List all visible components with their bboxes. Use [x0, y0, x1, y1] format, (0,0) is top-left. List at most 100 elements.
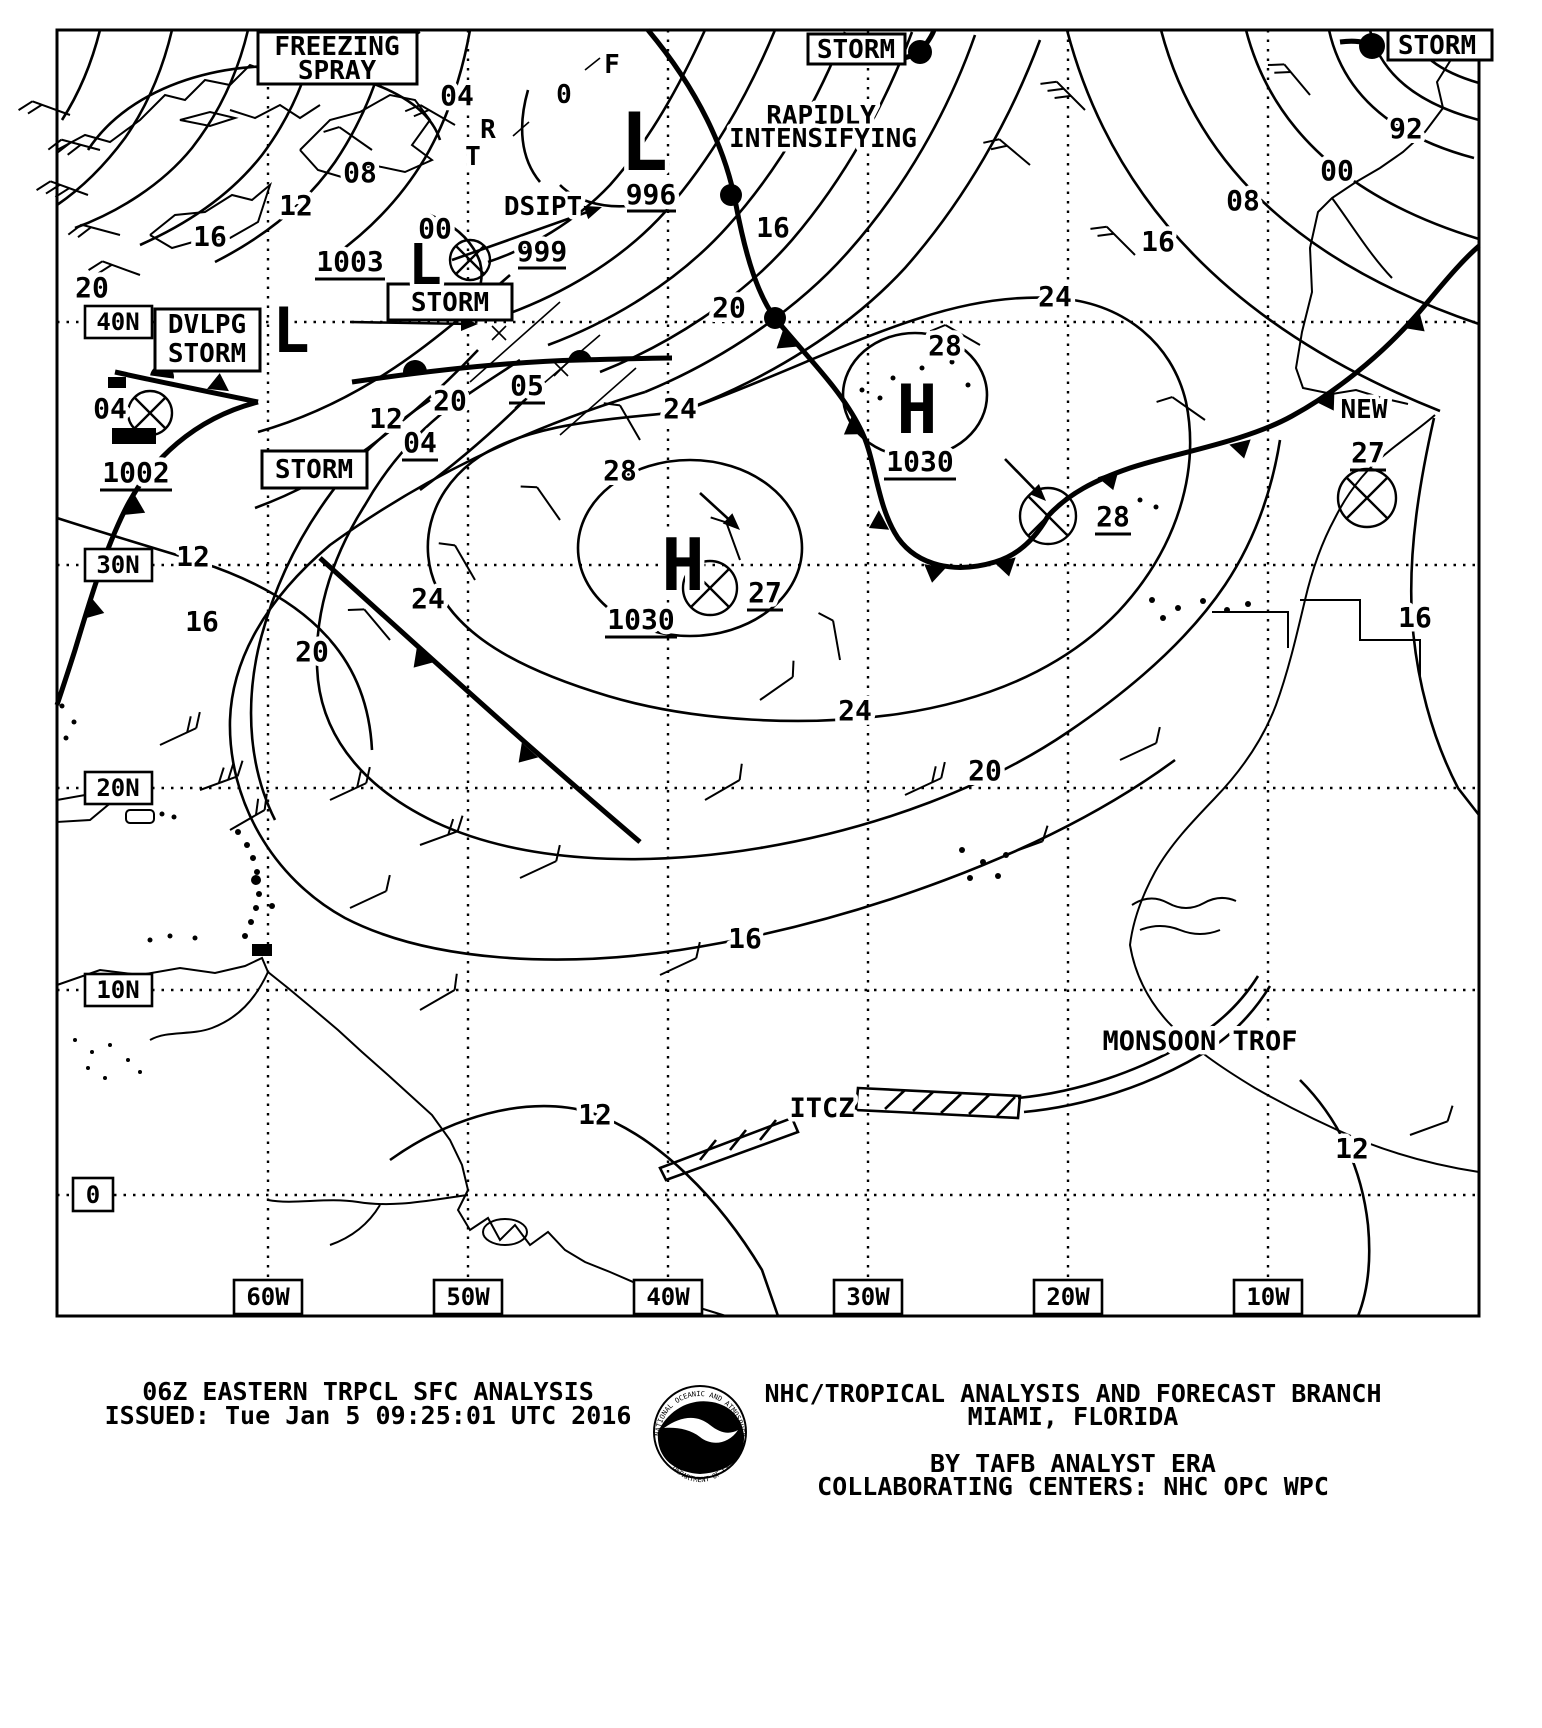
wind-barb-icon	[1089, 218, 1136, 266]
island-dot	[103, 1076, 107, 1080]
wind-barb-icon	[412, 972, 465, 1011]
front-triangle-icon	[1229, 439, 1255, 462]
coastline-path	[1300, 599, 1421, 680]
freezing-spray-box	[256, 30, 419, 86]
noaa-logo-text: NOAA	[683, 1455, 717, 1471]
annotation-boxes: FREEZING SPRAY STORM STORM STORM STORM D…	[153, 28, 1494, 490]
isobar-label: 12	[578, 1098, 612, 1131]
lon-label-20w: 20W	[1046, 1283, 1090, 1311]
coastline-path	[329, 1204, 381, 1246]
analyst-credit: BY TAFB ANALYST ERA	[930, 1449, 1216, 1478]
isobar-path	[520, 89, 541, 183]
cold-front-path	[646, 28, 1481, 570]
isobar-path	[644, 34, 977, 394]
coastline-path	[1131, 897, 1237, 909]
island-dot	[250, 855, 256, 861]
itcz-monsoon	[658, 975, 1272, 1182]
island-dot-canary	[1160, 615, 1166, 621]
coastline-path	[1212, 611, 1289, 648]
dvlpg-storm-box	[153, 307, 262, 373]
rapidly-intensifying-label: RAPIDLY	[766, 101, 876, 131]
wind-barb-icon	[67, 221, 121, 249]
storm-box	[386, 282, 514, 322]
dsipt-label: DSIPT	[504, 192, 582, 222]
coastline-path	[1294, 39, 1480, 405]
isobar-label: 16	[1141, 225, 1175, 258]
isobar-path	[74, 29, 250, 230]
pressure-centers: L 996 L 999 L 1003 1002 04 H 1030 H 1030…	[89, 92, 1390, 641]
storm-box	[806, 32, 907, 66]
low-symbol: L	[272, 294, 309, 367]
island-dot-madeira	[1137, 497, 1143, 503]
island-dot	[269, 903, 275, 909]
low-pressure-value: 1002	[102, 456, 169, 489]
low-pressure-value: 996	[626, 178, 677, 211]
monsoon-trough-line	[1017, 975, 1260, 1100]
island-dot	[159, 811, 165, 817]
isobar-label: 04	[440, 79, 474, 112]
island-puerto-rico	[125, 809, 155, 824]
wind-barb-icon	[519, 478, 561, 529]
storm-label: STORM	[275, 455, 353, 485]
island-dot-azores	[919, 365, 925, 371]
front-triangle-icon	[1315, 390, 1344, 417]
letter-label: R	[480, 115, 496, 145]
circle-x-icon	[681, 559, 739, 617]
wind-barb-icon	[982, 131, 1031, 176]
trough-line	[512, 121, 530, 137]
pressure-aux-value: 04	[403, 426, 437, 459]
cold-front-path	[318, 556, 642, 844]
isobar-path-12	[1299, 1079, 1371, 1317]
coastline-path	[149, 182, 273, 250]
lon-label-box	[1032, 1278, 1104, 1316]
isobar-path-16	[228, 390, 1176, 961]
isobar-path	[689, 39, 1042, 410]
isobar-path	[1244, 29, 1480, 241]
high-symbol: H	[661, 523, 704, 607]
island-dot	[147, 937, 153, 943]
coastline-path	[229, 103, 321, 120]
front-semicircle-icon	[567, 349, 592, 363]
island-dot-capeverde	[959, 847, 965, 853]
circle-x-icon	[1018, 486, 1078, 546]
isobar-path-12	[56, 516, 374, 751]
isobar-value-labels: 04 08 12 16 20 16 20 24 28 92 00 08 16 1…	[71, 75, 1437, 1170]
island-dot	[251, 875, 261, 885]
isobar-path	[599, 31, 914, 374]
isobar-label: 12	[279, 189, 313, 222]
lon-label-box	[232, 1278, 304, 1316]
island-dot-azores	[890, 375, 896, 381]
front-triangle-icon	[837, 415, 865, 444]
circle-x-icon	[448, 238, 492, 282]
noaa-gull-icon	[664, 1417, 738, 1443]
lon-label-box	[1232, 1278, 1304, 1316]
front-wave-dot	[1359, 33, 1385, 59]
front-triangle-icon	[769, 329, 797, 358]
lat-label-40n: 40N	[96, 308, 139, 336]
lon-label-50w: 50W	[446, 1283, 490, 1311]
isobar-label: 24	[1038, 280, 1072, 313]
isobar-label: 28	[603, 454, 637, 487]
lon-label-box	[632, 1278, 704, 1316]
island-dot	[63, 735, 69, 741]
isobar-label: 24	[838, 694, 872, 727]
low-symbol: L	[408, 233, 442, 298]
dissipating-pressure-value: 27	[1351, 436, 1385, 469]
wind-barb-icon	[323, 766, 377, 801]
wind-barb-icon	[1404, 1104, 1458, 1136]
occluded-front-path	[114, 369, 259, 405]
island-dot	[73, 1038, 77, 1042]
island-dot-canary	[1200, 598, 1206, 604]
isobar-label: 08	[343, 156, 377, 189]
coastline-path	[179, 110, 239, 128]
lon-label-box	[832, 1278, 904, 1316]
fronts	[54, 28, 1481, 844]
island-dot	[248, 919, 254, 925]
coastline-path	[1139, 925, 1221, 935]
isobar-path	[1159, 29, 1480, 326]
isobar-path-24	[426, 296, 1192, 723]
lon-label-30w: 30W	[846, 1283, 890, 1311]
front-mark	[112, 428, 156, 444]
low-pressure-value: 999	[517, 235, 568, 268]
island-dot	[59, 703, 65, 709]
